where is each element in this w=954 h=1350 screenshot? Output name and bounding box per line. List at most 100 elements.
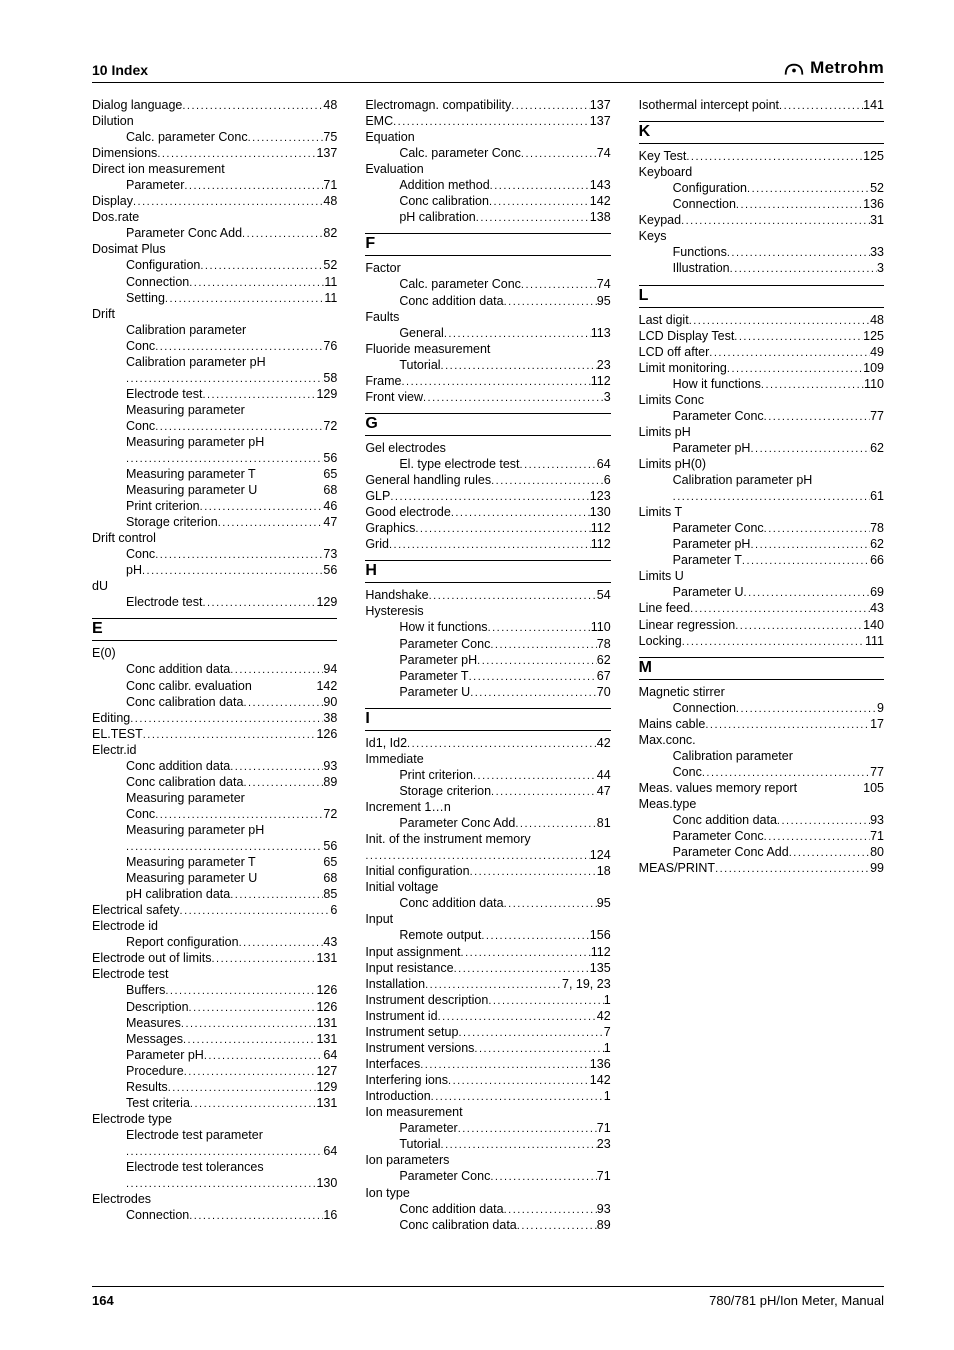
index-entry: Connection16 <box>92 1207 337 1223</box>
leader-dots <box>715 862 870 876</box>
index-entry: Tutorial23 <box>365 357 610 373</box>
index-entry: Mains cable17 <box>639 716 884 732</box>
leader-dots <box>488 621 591 635</box>
page-footer: 164 780/781 pH/Ion Meter, Manual <box>92 1286 884 1308</box>
index-entry-label: Functions <box>673 244 727 260</box>
index-entry-label: Parameter pH <box>399 652 477 668</box>
index-heading: Max.conc. <box>639 732 884 748</box>
index-entry-page: 142 <box>316 678 337 694</box>
leader-dots <box>441 359 597 373</box>
index-entry-label: Last digit <box>639 312 689 328</box>
index-entry-page: 113 <box>591 325 611 341</box>
index-entry: Electromagn. compatibility137 <box>365 97 610 113</box>
leader-dots <box>189 1001 317 1015</box>
index-entry: Editing38 <box>92 710 337 726</box>
index-entry: Parameter71 <box>92 177 337 193</box>
index-entry-label: Parameter Conc <box>673 828 764 844</box>
index-entry-page: 48 <box>323 193 337 209</box>
index-entry-label: Dialog language <box>92 97 182 113</box>
index-entry: Connection11 <box>92 274 337 290</box>
index-entry-page: 125 <box>863 328 884 344</box>
index-entry: LCD Display Test125 <box>639 328 884 344</box>
index-entry-page: 31 <box>870 212 884 228</box>
leader-dots <box>490 1170 596 1184</box>
index-entry-label: Connection <box>126 1207 189 1223</box>
index-heading: Electrode test <box>92 966 337 982</box>
index-entry-label: Description <box>126 999 189 1015</box>
leader-dots <box>681 214 870 228</box>
index-entry-label: Keypad <box>639 212 681 228</box>
leader-dots <box>458 1122 597 1136</box>
index-entry: Results129 <box>92 1079 337 1095</box>
index-entry: Conc addition data95 <box>365 895 610 911</box>
index-heading: Increment 1…n <box>365 799 610 815</box>
index-heading: Ion parameters <box>365 1152 610 1168</box>
index-entry: Line feed43 <box>639 600 884 616</box>
index-entry-page: 43 <box>870 600 884 616</box>
index-entry: Dialog language48 <box>92 97 337 113</box>
leader-dots <box>504 897 597 911</box>
index-entry-label: How it functions <box>399 619 487 635</box>
leader-dots <box>420 1058 590 1072</box>
index-entry-label: Instrument versions <box>365 1040 474 1056</box>
index-heading: Ion measurement <box>365 1104 610 1120</box>
index-entry-page: 110 <box>591 619 611 635</box>
index-entry-label: Conc <box>126 418 155 434</box>
index-entry-page: 44 <box>597 767 611 783</box>
index-entry-page: 85 <box>323 886 337 902</box>
index-entry-label: Front view <box>365 389 423 405</box>
leader-dots <box>520 458 597 472</box>
leader-dots <box>448 1074 590 1088</box>
index-entry-page: 52 <box>323 257 337 273</box>
index-entry: Test criteria131 <box>92 1095 337 1111</box>
index-entry-page: 135 <box>590 960 611 976</box>
index-entry-page: 105 <box>863 780 884 796</box>
index-entry-page: 93 <box>870 812 884 828</box>
leader-dots <box>155 548 323 562</box>
leader-dots <box>429 589 597 603</box>
leader-dots <box>686 150 863 164</box>
leader-dots <box>474 1042 603 1056</box>
index-entry-label: Conc addition data <box>673 812 777 828</box>
index-heading: Electrodes <box>92 1191 337 1207</box>
leader-dots <box>727 246 870 260</box>
leader-dots <box>742 554 870 568</box>
index-entry: Functions33 <box>639 244 884 260</box>
leader-dots <box>515 817 596 831</box>
index-entry-label: Interfaces <box>365 1056 420 1072</box>
index-entry-page: 68 <box>323 482 337 498</box>
leader-dots <box>490 638 596 652</box>
index-entry-label: Good electrode <box>365 504 450 520</box>
index-entry: Input resistance135 <box>365 960 610 976</box>
leader-dots <box>734 330 863 344</box>
index-entry-page: 93 <box>323 758 337 774</box>
index-entry-page: 125 <box>863 148 884 164</box>
index-heading: Factor <box>365 260 610 276</box>
index-entry-label: Conc addition data <box>399 293 503 309</box>
index-entry: Storage criterion47 <box>365 783 610 799</box>
index-heading: Drift <box>92 306 337 322</box>
index-entry: Parameter pH62 <box>639 440 884 456</box>
leader-dots <box>242 227 323 241</box>
index-heading: Limits pH <box>639 424 884 440</box>
index-entry-page: 38 <box>323 710 337 726</box>
index-entry-page: 110 <box>864 376 884 392</box>
index-heading: Electrode test tolerances <box>92 1159 337 1175</box>
index-entry-page: 77 <box>870 764 884 780</box>
leader-dots <box>705 718 870 732</box>
index-entry-page: 129 <box>316 386 337 402</box>
leader-dots <box>202 596 316 610</box>
index-entry: Measuring parameter U 68 <box>92 482 337 498</box>
leader-dots <box>779 99 863 113</box>
index-heading: Limits U <box>639 568 884 584</box>
leader-dots <box>155 340 323 354</box>
leader-dots <box>183 1033 316 1047</box>
index-entry: 130 <box>92 1175 337 1191</box>
brand-name: Metrohm <box>810 58 884 78</box>
leader-dots <box>451 506 590 520</box>
index-entry-page: 112 <box>591 944 611 960</box>
index-entry: Electrical safety6 <box>92 902 337 918</box>
index-entry: Calc. parameter Conc75 <box>92 129 337 145</box>
index-entry: Connection136 <box>639 196 884 212</box>
index-entry-label: pH <box>126 562 142 578</box>
